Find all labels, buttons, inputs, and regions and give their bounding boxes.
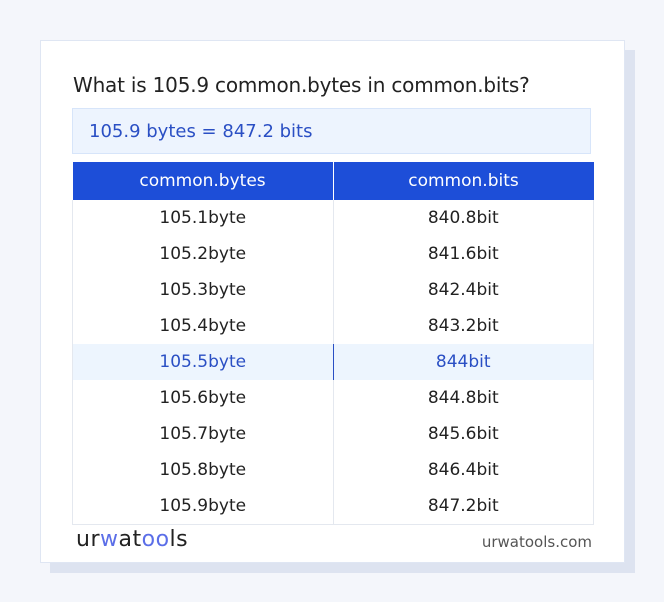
result-box: 105.9 bytes = 847.2 bits <box>72 108 591 154</box>
table-row: 105.5byte 844bit <box>72 344 594 380</box>
bits-cell: 847.2bit <box>333 488 594 525</box>
table-row: 105.3byte 842.4bit <box>72 272 594 308</box>
bits-cell: 844.8bit <box>333 380 594 416</box>
bytes-cell: 105.8byte <box>72 452 334 488</box>
bytes-cell: 105.9byte <box>72 488 334 525</box>
table-row: 105.7byte 845.6bit <box>72 416 594 452</box>
bytes-cell: 105.2byte <box>72 236 334 272</box>
table-row: 105.9byte 847.2bit <box>72 488 594 525</box>
table-row: 105.6byte 844.8bit <box>72 380 594 416</box>
bytes-cell: 105.3byte <box>72 272 334 308</box>
conversion-table: common.bytes common.bits 105.1byte 840.8b… <box>72 162 594 525</box>
table-row: 105.2byte 841.6bit <box>72 236 594 272</box>
table-row: 105.8byte 846.4bit <box>72 452 594 488</box>
bytes-cell: 105.7byte <box>72 416 334 452</box>
bytes-cell: 105.4byte <box>72 308 334 344</box>
bytes-cell: 105.1byte <box>72 200 334 236</box>
bits-cell: 843.2bit <box>333 308 594 344</box>
bytes-cell: 105.6byte <box>72 380 334 416</box>
bits-cell: 842.4bit <box>333 272 594 308</box>
bits-cell: 846.4bit <box>333 452 594 488</box>
bits-cell: 844bit <box>333 344 594 380</box>
urwatools-logo[interactable]: urwatools <box>76 527 189 552</box>
converter-card: What is 105.9 common.bytes in common.bit… <box>40 40 625 563</box>
bytes-cell: 105.5byte <box>72 344 334 380</box>
page-title: What is 105.9 common.bytes in common.bit… <box>73 73 530 97</box>
site-link[interactable]: urwatools.com <box>481 533 592 551</box>
column-header-bits: common.bits <box>333 162 594 200</box>
bits-cell: 845.6bit <box>333 416 594 452</box>
bits-cell: 840.8bit <box>333 200 594 236</box>
table-row: 105.1byte 840.8bit <box>72 200 594 236</box>
column-header-bytes: common.bytes <box>72 162 334 200</box>
bits-cell: 841.6bit <box>333 236 594 272</box>
table-row: 105.4byte 843.2bit <box>72 308 594 344</box>
